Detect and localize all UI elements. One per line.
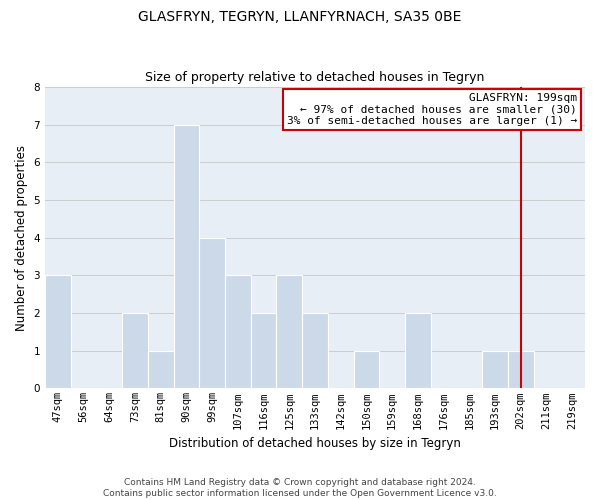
Bar <box>225 276 251 388</box>
Bar <box>277 276 302 388</box>
Bar <box>405 313 431 388</box>
Bar <box>122 313 148 388</box>
Title: Size of property relative to detached houses in Tegryn: Size of property relative to detached ho… <box>145 72 485 85</box>
Bar <box>45 276 71 388</box>
Bar <box>199 238 225 388</box>
Text: GLASFRYN: 199sqm
← 97% of detached houses are smaller (30)
3% of semi-detached h: GLASFRYN: 199sqm ← 97% of detached house… <box>287 93 577 126</box>
Bar <box>148 350 173 389</box>
Bar <box>353 350 379 389</box>
Bar <box>482 350 508 389</box>
Text: Contains HM Land Registry data © Crown copyright and database right 2024.
Contai: Contains HM Land Registry data © Crown c… <box>103 478 497 498</box>
Bar <box>302 313 328 388</box>
Bar <box>508 350 533 389</box>
Bar <box>251 313 277 388</box>
X-axis label: Distribution of detached houses by size in Tegryn: Distribution of detached houses by size … <box>169 437 461 450</box>
Y-axis label: Number of detached properties: Number of detached properties <box>15 144 28 330</box>
Text: GLASFRYN, TEGRYN, LLANFYRNACH, SA35 0BE: GLASFRYN, TEGRYN, LLANFYRNACH, SA35 0BE <box>139 10 461 24</box>
Bar <box>173 124 199 388</box>
